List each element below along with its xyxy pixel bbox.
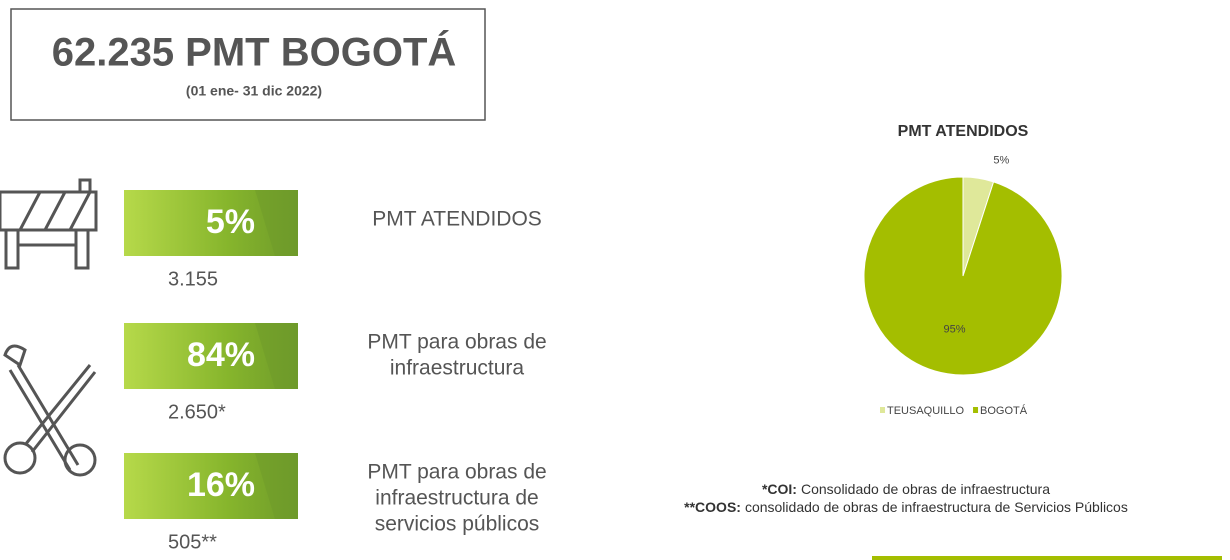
stat-label: servicios públicos xyxy=(375,513,540,536)
stat-stripe xyxy=(255,190,298,256)
pie-slice xyxy=(863,176,1063,376)
stat-count: 3.155 xyxy=(168,268,218,290)
slice-label: 95% xyxy=(943,324,965,336)
note-text: Consolidado de obras de infraestructura xyxy=(801,481,1050,497)
note: **COOS: consolidado de obras de infraestr… xyxy=(684,499,1128,515)
stat-percent: 5% xyxy=(206,203,255,241)
note-term: **COOS: xyxy=(684,499,741,515)
tools-icon xyxy=(3,344,97,477)
note-term: *COI: xyxy=(762,481,797,497)
note: *COI: Consolidado de obras de infraestruc… xyxy=(762,481,1050,497)
barrier-icon xyxy=(0,178,98,270)
header-title: 62.235 PMT BOGOTÁ xyxy=(52,30,457,75)
legend-swatch xyxy=(973,407,979,413)
stat-label: PMT para obras de xyxy=(367,331,546,354)
stat-count: 2.650* xyxy=(168,401,226,423)
decor-bar xyxy=(872,556,1222,560)
stat-label: PMT ATENDIDOS xyxy=(372,208,542,231)
legend-swatch xyxy=(880,407,885,413)
stat-percent: 84% xyxy=(187,336,255,374)
legend-label: BOGOTÁ xyxy=(980,404,1028,417)
stat-stripe xyxy=(255,453,298,519)
slice-label: 5% xyxy=(993,154,1009,166)
legend-label: TEUSAQUILLO xyxy=(887,405,964,417)
stat-label: PMT para obras de xyxy=(367,461,546,484)
stat-label: infraestructura xyxy=(390,357,525,380)
stat-percent: 16% xyxy=(187,466,255,504)
stat-count: 505** xyxy=(168,531,217,553)
note-text: consolidado de obras de infraestructura … xyxy=(745,499,1128,515)
stat-label: infraestructura de xyxy=(375,487,538,510)
chart-title: PMT ATENDIDOS xyxy=(898,123,1029,140)
header-subtitle: (01 ene- 31 dic 2022) xyxy=(186,83,322,99)
header-box xyxy=(10,8,486,121)
stat-stripe xyxy=(255,323,298,389)
